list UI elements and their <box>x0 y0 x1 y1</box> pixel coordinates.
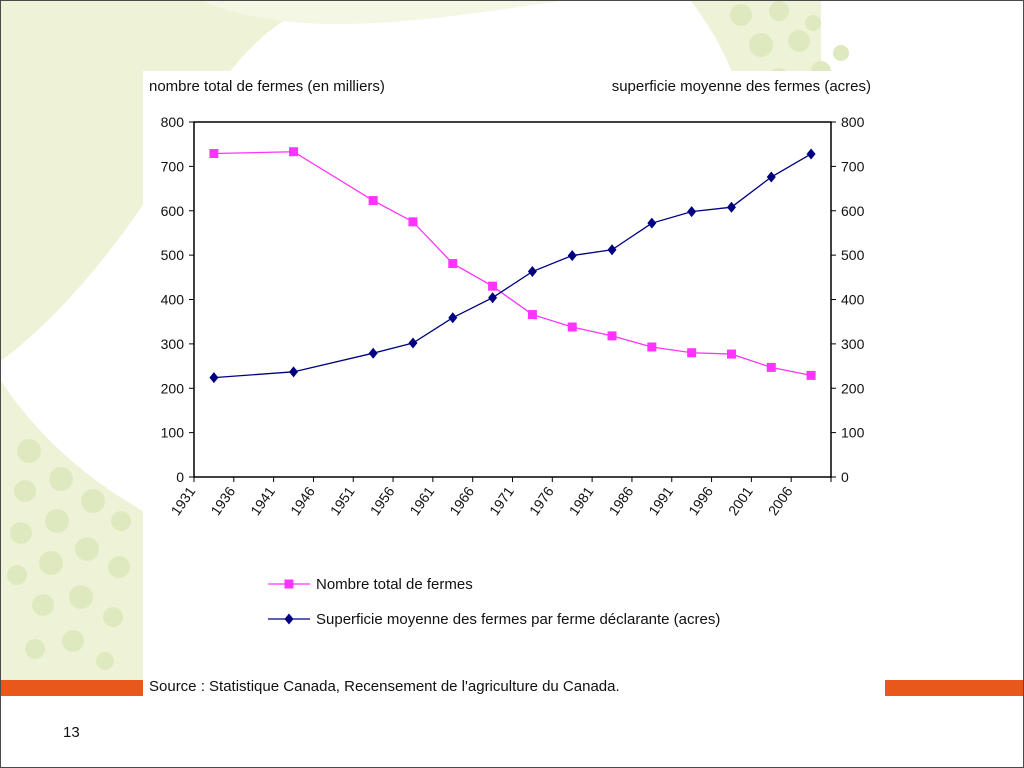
data-point-square <box>647 342 657 352</box>
x-tick-label: 1971 <box>486 483 517 518</box>
data-point-square <box>527 310 537 320</box>
left-y-tick-label: 0 <box>176 469 184 485</box>
left-y-tick-label: 300 <box>161 336 185 352</box>
data-point-diamond <box>567 250 577 262</box>
data-point-diamond <box>766 171 776 183</box>
left-y-tick-label: 100 <box>161 425 185 441</box>
left-y-tick-label: 500 <box>161 247 185 263</box>
data-point-square <box>567 322 577 332</box>
data-point-diamond <box>726 201 736 213</box>
legend-label-0: Nombre total de fermes <box>316 576 473 593</box>
data-point-square <box>806 370 816 380</box>
data-point-diamond <box>527 266 537 278</box>
left-y-tick-label: 400 <box>161 292 185 308</box>
left-y-tick-label: 600 <box>161 203 185 219</box>
series-line-1 <box>213 153 812 379</box>
data-point-diamond <box>647 217 657 229</box>
legend-marker-square <box>284 579 294 589</box>
data-point-square <box>726 349 736 359</box>
source-note: Source : Statistique Canada, Recensement… <box>149 678 620 695</box>
right-y-tick-label: 200 <box>841 380 865 396</box>
x-tick-label: 1991 <box>645 483 676 518</box>
line-chart: 0 0 100 100 200 200 300 300 400 400 500 500 600 600 70… <box>161 114 865 628</box>
right-y-tick-label: 600 <box>841 203 865 219</box>
data-point-diamond <box>408 337 418 349</box>
data-point-diamond <box>607 244 617 256</box>
left-y-tick-label: 800 <box>161 114 185 130</box>
right-y-tick-label: 400 <box>841 292 865 308</box>
data-point-square <box>607 331 617 341</box>
x-tick-label: 1936 <box>207 483 238 518</box>
data-point-diamond <box>289 366 299 378</box>
left-axis-label: nombre total de fermes (en milliers) <box>149 78 385 95</box>
accent-bar-right <box>885 680 1023 696</box>
left-y-tick-label: 700 <box>161 158 185 174</box>
x-tick-label: 1961 <box>406 483 437 518</box>
x-tick-label: 1981 <box>566 483 597 518</box>
right-axis-label: superficie moyenne des fermes (acres) <box>611 78 871 95</box>
x-tick-label: 2001 <box>725 483 756 518</box>
chart-panel: nombre total de fermes (en milliers) sup… <box>143 71 885 707</box>
plot-area <box>193 121 832 478</box>
x-tick-label: 1956 <box>367 483 398 518</box>
data-point-diamond <box>687 206 697 218</box>
data-point-diamond <box>448 312 458 324</box>
x-tick-label: 1996 <box>685 483 716 518</box>
x-tick-label: 1951 <box>327 483 358 518</box>
x-tick-label: 1941 <box>247 483 278 518</box>
right-y-tick-label: 100 <box>841 425 865 441</box>
x-tick-label: 1976 <box>526 483 557 518</box>
left-y-tick-label: 200 <box>161 380 185 396</box>
data-point-square <box>488 281 498 291</box>
right-y-tick-label: 300 <box>841 336 865 352</box>
x-tick-label: 1986 <box>605 483 636 518</box>
green-arc-upper <box>201 1 561 25</box>
x-tick-label: 2006 <box>765 483 796 518</box>
green-arc-top <box>1 1 331 361</box>
x-tick-label: 1931 <box>167 483 198 518</box>
dot-pattern-left <box>7 439 131 670</box>
data-point-square <box>209 149 219 159</box>
right-y-tick-label: 800 <box>841 114 865 130</box>
series-line-0 <box>213 151 812 377</box>
data-point-diamond <box>488 292 498 304</box>
data-point-square <box>368 196 378 206</box>
data-point-diamond <box>209 372 219 384</box>
right-y-tick-label: 700 <box>841 158 865 174</box>
data-point-square <box>289 147 299 157</box>
data-point-square <box>408 217 418 227</box>
page-number: 13 <box>63 724 80 741</box>
data-point-square <box>766 362 776 372</box>
accent-bar-left <box>1 680 143 696</box>
x-tick-label: 1946 <box>287 483 318 518</box>
data-point-diamond <box>368 347 378 359</box>
data-point-diamond <box>806 148 816 160</box>
right-y-tick-label: 0 <box>841 469 849 485</box>
right-y-tick-label: 500 <box>841 247 865 263</box>
legend-marker-diamond <box>284 613 294 625</box>
data-point-square <box>448 259 458 269</box>
data-point-square <box>687 348 697 358</box>
x-tick-label: 1966 <box>446 483 477 518</box>
legend-label-1: Superficie moyenne des fermes par ferme … <box>316 611 720 628</box>
